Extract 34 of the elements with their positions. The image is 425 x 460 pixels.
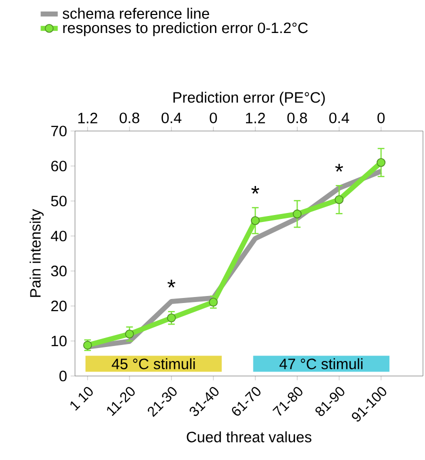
y-tick-label: 60 — [51, 160, 67, 172]
point — [208, 298, 218, 307]
legend-label: schema reference line — [62, 8, 210, 19]
text: 1.2 — [246, 112, 265, 124]
annotation: * — [335, 164, 344, 172]
legend-label: responses to prediction error 0-1.2°C — [63, 22, 308, 36]
point — [125, 330, 134, 338]
x-axis-title: Cued threat values — [186, 431, 312, 442]
y-tick-label: 70 — [51, 126, 67, 136]
point — [167, 313, 176, 322]
annotation: * — [168, 280, 176, 288]
text: 0.4 — [162, 112, 182, 124]
y-tick-label: 20 — [51, 300, 67, 312]
y-tick-label: 40 — [50, 230, 67, 242]
text: 1.2 — [78, 112, 98, 124]
point — [376, 158, 386, 167]
y-axis-title: Pain intensity — [30, 208, 44, 297]
y-tick-label: 50 — [51, 196, 67, 206]
annotation: * — [251, 186, 260, 194]
point — [334, 195, 344, 204]
point — [292, 210, 302, 218]
x2-axis-title: Prediction error (PE°C) — [173, 92, 325, 106]
text: 0.8 — [287, 112, 307, 124]
text: 0 — [210, 112, 217, 124]
text: 0.8 — [120, 112, 140, 124]
x-tick-label: 1 10 — [70, 387, 93, 411]
y-tick-label: 0 — [59, 370, 67, 382]
text: 0 — [377, 112, 385, 124]
text: 0.4 — [329, 112, 350, 124]
band-label: 47 °C stimuli — [279, 358, 362, 370]
point — [250, 216, 260, 225]
band-label: 45 °C stimuli — [112, 358, 195, 370]
y-tick-label: 10 — [52, 336, 67, 346]
y-tick-label: 30 — [51, 266, 67, 276]
